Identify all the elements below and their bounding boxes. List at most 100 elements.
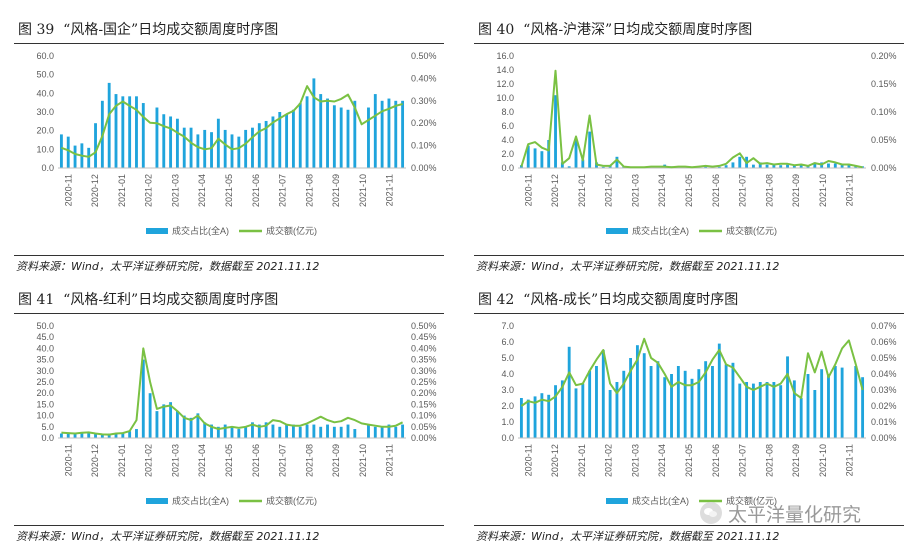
x-axis-tick-label: 2021-10 — [818, 444, 828, 477]
title-rule — [474, 313, 904, 314]
bar — [223, 129, 227, 168]
bar — [595, 366, 598, 438]
left-axis-tick-label: 60.0 — [36, 51, 54, 61]
bar — [792, 380, 796, 438]
legend-bar-swatch — [146, 228, 168, 234]
left-axis-tick-label: 40.0 — [36, 343, 54, 353]
bar — [264, 120, 268, 168]
bar — [401, 424, 405, 438]
x-axis-tick-label: 2021-05 — [224, 174, 234, 207]
right-axis-tick-label: 0.30% — [411, 366, 437, 376]
x-axis-tick-label: 2021-06 — [251, 174, 261, 207]
x-axis-tick-label: 2021-08 — [304, 444, 314, 477]
chart-panel-40: 图 40 “风格-沪港深”日均成交额周度时序图 0.0 2.0 4.0 6.0 8.0 1… — [474, 18, 904, 280]
source-note: 资料来源：Wind，太平洋证券研究院，数据截至 2021.11.12 — [16, 260, 320, 273]
bar — [663, 377, 667, 438]
bar — [114, 433, 118, 438]
bar — [704, 166, 708, 168]
bar — [339, 107, 343, 168]
bar — [574, 140, 578, 168]
bar — [833, 366, 837, 438]
bar — [615, 382, 619, 438]
left-axis-tick-label: 0.0 — [41, 433, 54, 443]
title-rule — [14, 43, 444, 44]
bar — [547, 394, 551, 438]
bar — [278, 112, 282, 168]
right-axis-tick-label: 0.20% — [411, 118, 437, 128]
bar — [353, 429, 357, 438]
bar — [94, 123, 97, 168]
title-rule — [14, 313, 444, 314]
x-axis-tick-label: 2021-02 — [604, 174, 614, 207]
left-axis-tick-label: 50.0 — [36, 70, 54, 80]
bar — [670, 374, 673, 438]
bar — [779, 385, 783, 438]
bar — [237, 429, 241, 438]
bar — [717, 343, 721, 438]
bar — [135, 429, 138, 438]
bar — [711, 366, 714, 438]
right-axis-tick-label: 0.04% — [871, 369, 897, 379]
bar — [827, 374, 830, 438]
right-axis-tick-label: 0.00% — [411, 163, 437, 173]
bar — [683, 370, 687, 438]
bar — [367, 107, 370, 168]
x-axis-tick-label: 2021-03 — [631, 444, 641, 477]
bar — [291, 424, 295, 438]
bar — [210, 132, 213, 168]
left-axis-tick-label: 4.0 — [501, 135, 514, 145]
bar — [765, 164, 769, 168]
bar — [758, 162, 762, 168]
bar — [588, 370, 592, 438]
right-axis-tick-label: 0.25% — [411, 377, 437, 387]
chart-title: 图 40 “风格-沪港深”日均成交额周度时序图 — [478, 22, 753, 38]
legend-label: 成交额(亿元) — [266, 225, 317, 236]
left-axis-tick-label: 10.0 — [36, 144, 54, 154]
source-rule — [14, 525, 444, 526]
combo-chart-chengzhang: 0.0 1.0 2.0 3.0 4.0 5.0 6.0 7.0 0.00% 0.01% 0.02% 0… — [501, 321, 897, 506]
source-rule — [474, 525, 904, 526]
legend-bar-swatch — [606, 498, 628, 504]
bar — [291, 109, 295, 168]
bar — [244, 426, 248, 438]
right-axis-tick-label: 0.10% — [871, 107, 897, 117]
bar — [615, 156, 619, 168]
right-axis-tick-label: 0.10% — [411, 141, 437, 151]
bar — [635, 345, 639, 438]
legend-label: 成交额(亿元) — [726, 225, 777, 236]
bar — [223, 424, 227, 438]
bar — [394, 100, 398, 168]
source-note: 资料来源：Wind，太平洋证券研究院，数据截至 2021.11.12 — [476, 530, 780, 543]
watermark-text: 太平洋量化研究 — [728, 503, 862, 526]
legend-label: 成交占比(全A) — [172, 225, 229, 236]
bar — [162, 114, 166, 168]
x-axis-tick-label: 2020-11 — [523, 444, 533, 476]
x-axis-tick-label: 2021-05 — [684, 174, 694, 207]
right-axis-tick-label: 0.15% — [871, 79, 897, 89]
bar — [519, 398, 523, 438]
bar — [840, 367, 844, 438]
chart-panel-42: 图 42 “风格-成长”日均成交额周度时序图 0.0 1.0 2.0 3.0 4.0 5.… — [474, 288, 904, 550]
bar — [141, 103, 145, 168]
chart-panel-39: 图 39 “风格-国企”日均成交额周度时序图 0.0 10.0 20.0 30.0 40… — [14, 18, 444, 280]
bar — [346, 109, 350, 168]
bar — [237, 136, 241, 168]
bar — [547, 140, 551, 168]
bar — [690, 378, 694, 438]
right-axis-tick-label: 0.00% — [871, 433, 897, 443]
right-axis-tick-label: 0.15% — [411, 399, 437, 409]
left-axis-tick-label: 2.0 — [501, 401, 514, 411]
bar — [387, 424, 391, 438]
left-axis-tick-label: 25.0 — [36, 377, 54, 387]
bar — [189, 127, 193, 168]
bar — [251, 422, 254, 438]
bar — [87, 147, 91, 168]
left-axis-tick-label: 20.0 — [36, 388, 54, 398]
legend-bar-swatch — [146, 498, 168, 504]
legend-label: 成交额(亿元) — [266, 495, 317, 506]
legend-label: 成交占比(全A) — [172, 495, 229, 506]
bar — [751, 383, 755, 438]
right-axis-tick-label: 0.05% — [871, 353, 897, 363]
x-axis-tick-label: 2021-04 — [657, 444, 667, 477]
right-axis-tick-label: 0.05% — [411, 422, 437, 432]
